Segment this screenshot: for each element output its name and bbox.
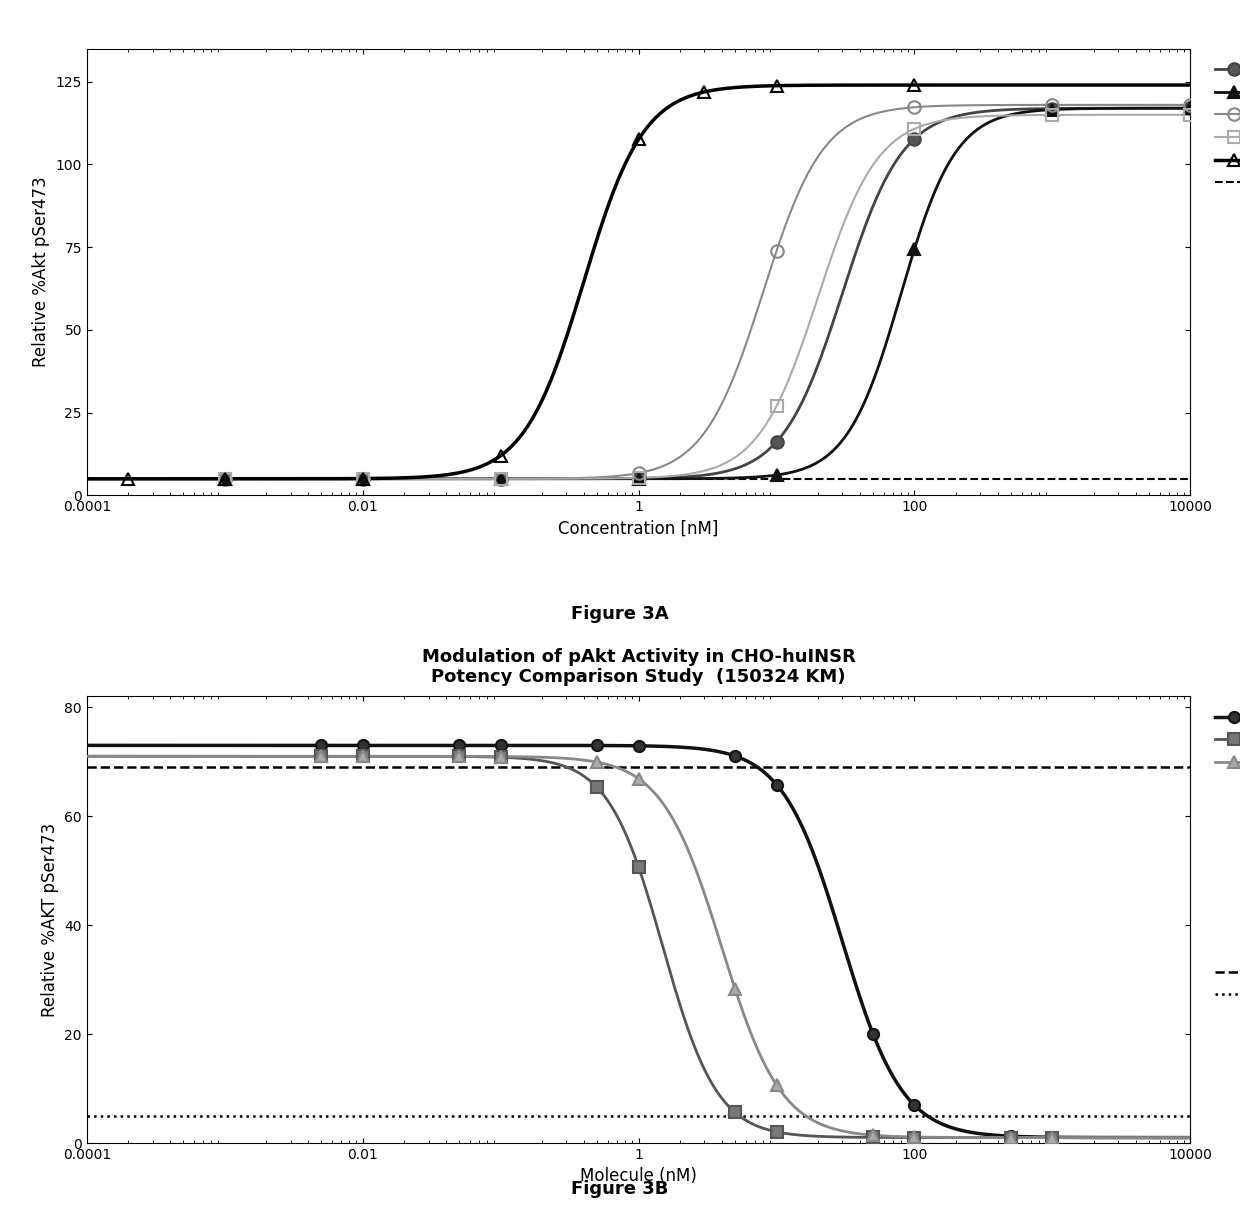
Text: Figure 3A: Figure 3A: [572, 606, 668, 623]
Text: Figure 3B: Figure 3B: [572, 1181, 668, 1198]
Y-axis label: Relative %AKT pSer473: Relative %AKT pSer473: [41, 822, 58, 1017]
Y-axis label: Relative %Akt pSer473: Relative %Akt pSer473: [32, 176, 50, 367]
Title: Modulation of pAkt Activity in CHO-huINSR
Potency Comparison Study  (150324 KM): Modulation of pAkt Activity in CHO-huINS…: [422, 648, 856, 687]
Legend: EC80 Insulin, Baseline: EC80 Insulin, Baseline: [1209, 936, 1240, 1009]
Legend: XPA.15.247, XPA.15.247.2.018, XPA.15.247 Fab, XPA.15.247.2.018 Fab, Insulin Alon: XPA.15.247, XPA.15.247.2.018, XPA.15.247…: [1209, 56, 1240, 197]
X-axis label: Concentration [nM]: Concentration [nM]: [558, 519, 719, 537]
X-axis label: Molecule (nM): Molecule (nM): [580, 1167, 697, 1186]
